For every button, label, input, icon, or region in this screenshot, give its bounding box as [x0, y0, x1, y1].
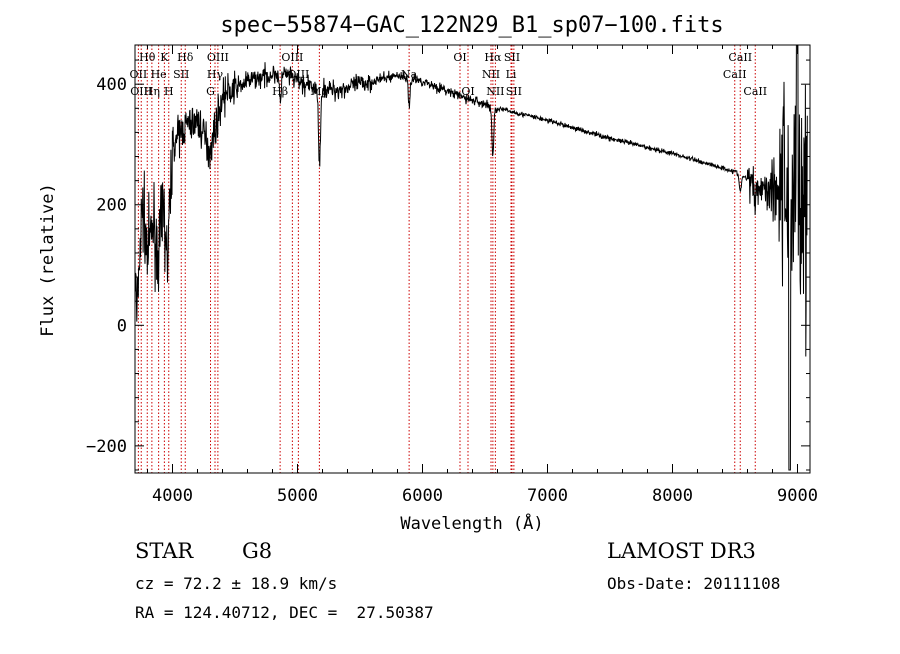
line-marker-label: NII — [486, 85, 504, 98]
plot-frame — [134, 44, 811, 474]
coordinates: RA = 124.40712, DEC = 27.50387 — [135, 603, 434, 622]
line-marker-label: Hγ — [207, 68, 224, 81]
line-marker-label: Na — [401, 68, 418, 81]
x-tick-label: 5000 — [277, 486, 318, 506]
line-marker-label: He — [151, 68, 167, 81]
line-marker-label: SII — [506, 85, 522, 98]
line-marker-label: Mg — [310, 85, 328, 98]
line-marker-label: CaII — [743, 85, 767, 98]
x-tick-label: 6000 — [402, 486, 443, 506]
line-marker-label: SII — [173, 68, 189, 81]
line-marker-labels: HθOIIOIIIHeKHHηSIIHδHγGOIIIHβOIIIOIIIMgN… — [130, 51, 768, 98]
axis-ticks: 4000 5000 6000 7000 8000 9000 −200 0 200 400 — [86, 45, 818, 506]
line-marker-label: OIII — [281, 51, 303, 64]
y-tick-label: −200 — [86, 437, 127, 457]
y-tick-label: 0 — [117, 316, 127, 336]
line-marker-label: G — [206, 85, 215, 98]
observation-date: Obs-Date: 20111108 — [607, 574, 781, 593]
line-marker-label: Hβ — [272, 85, 288, 98]
spectral-subclass: G8 — [242, 539, 273, 563]
x-tick-label: 4000 — [152, 486, 193, 506]
line-marker-label: SII — [504, 51, 520, 64]
line-marker-label: NII — [482, 68, 500, 81]
survey-name: LAMOST DR3 — [607, 539, 756, 563]
line-marker-label: H — [164, 85, 174, 98]
line-marker-label: OIII — [287, 68, 309, 81]
x-tick-label: 9000 — [777, 486, 818, 506]
x-axis-label: Wavelength (Å) — [400, 512, 543, 534]
line-marker-label: Hδ — [177, 51, 194, 64]
y-tick-label: 200 — [96, 196, 127, 216]
line-marker-label: OIII — [130, 85, 152, 98]
line-marker-label: CaII — [723, 68, 747, 81]
x-tick-label: 8000 — [652, 486, 693, 506]
line-marker-label: K — [160, 51, 169, 64]
line-marker-label: OI — [461, 85, 474, 98]
spectrum-layer — [134, 44, 808, 471]
x-tick-label: 7000 — [527, 486, 568, 506]
line-marker-label: OII — [130, 68, 148, 81]
y-tick-label: 400 — [96, 75, 127, 95]
y-axis-label: Flux (relative) — [38, 183, 58, 337]
line-marker-label: CaII — [728, 51, 752, 64]
line-marker-label: Hα — [484, 51, 502, 64]
redshift-velocity: cz = 72.2 ± 18.9 km/s — [135, 574, 338, 593]
object-class: STAR — [135, 539, 194, 563]
spectrum-line — [134, 44, 808, 471]
line-marker-label: Li — [506, 68, 517, 81]
line-marker-label: OI — [453, 51, 466, 64]
line-marker-label: OIII — [207, 51, 229, 64]
line-marker-label: Hη — [144, 85, 160, 98]
line-marker-label: Hθ — [139, 51, 156, 64]
line-markers — [137, 45, 756, 473]
chart-title: spec−55874−GAC_122N29_B1_sp07−100.fits — [220, 13, 723, 38]
